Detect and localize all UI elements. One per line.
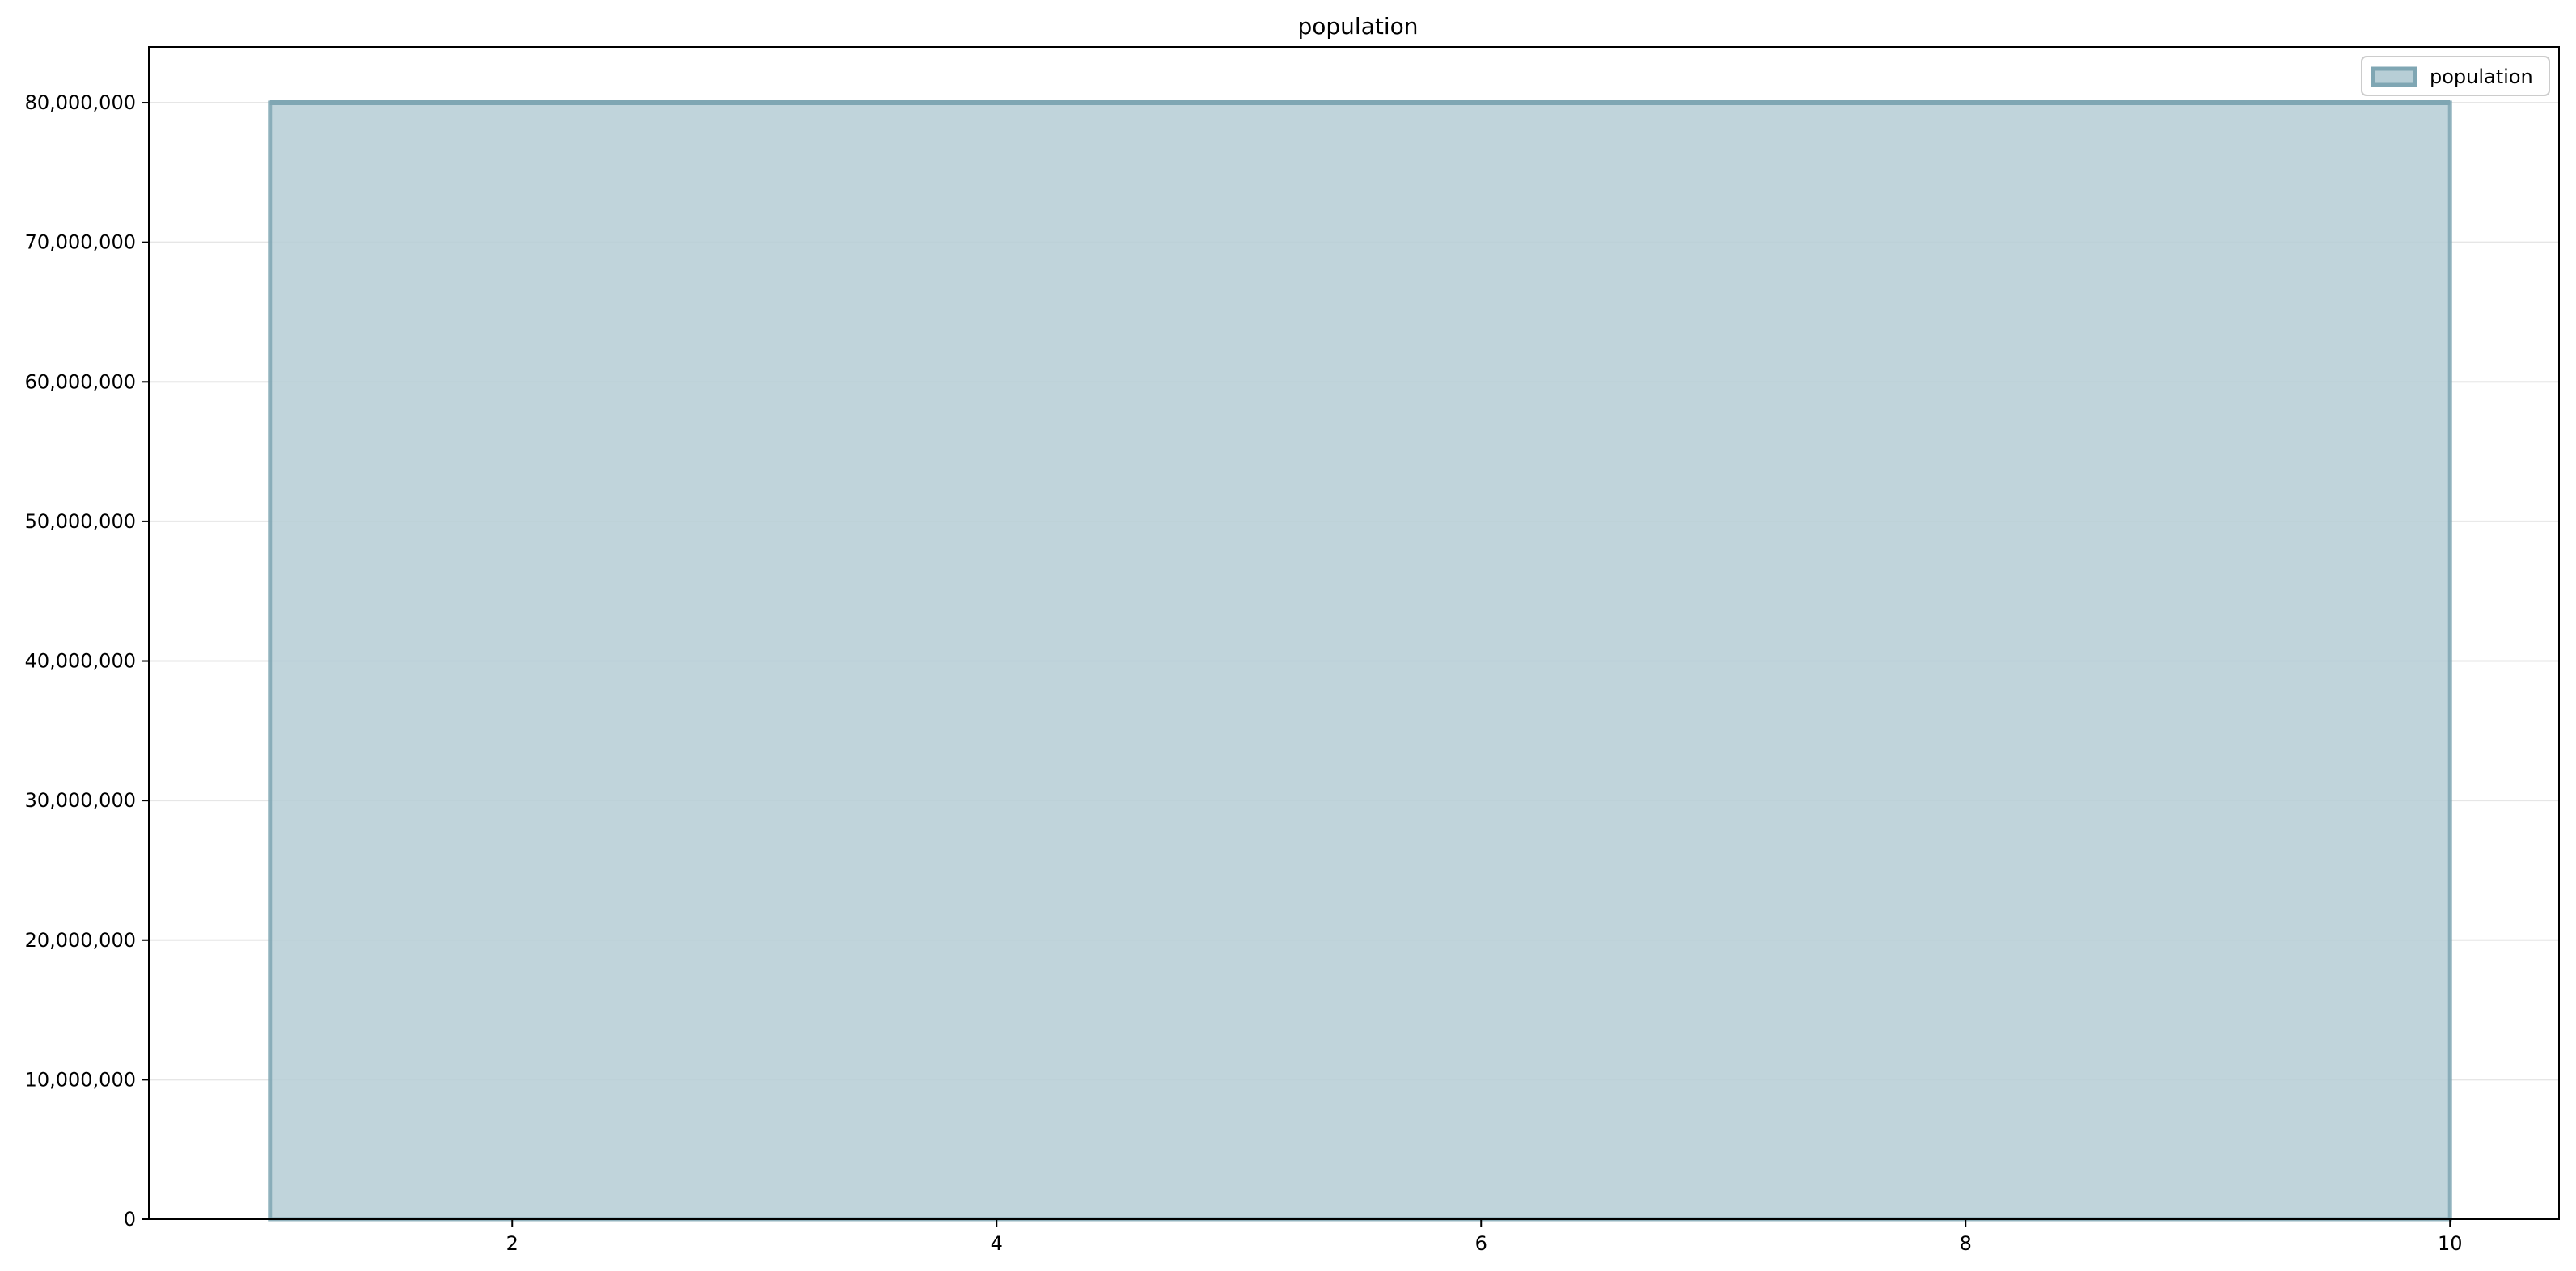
y-tick-label: 10,000,000 bbox=[25, 1068, 136, 1091]
y-tick-label: 0 bbox=[124, 1208, 136, 1231]
area-series-fill bbox=[268, 100, 2452, 1222]
y-tick-label: 80,000,000 bbox=[25, 91, 136, 114]
legend[interactable]: population bbox=[2361, 56, 2550, 96]
x-tick-label: 8 bbox=[1960, 1232, 1972, 1255]
x-axis: 2 4 6 8 10 bbox=[506, 1219, 2463, 1255]
legend-label: population bbox=[2430, 65, 2533, 88]
y-tick-label: 50,000,000 bbox=[25, 510, 136, 533]
area-series-group bbox=[268, 100, 2452, 1222]
x-tick-label: 6 bbox=[1475, 1232, 1487, 1255]
y-tick-label: 40,000,000 bbox=[25, 650, 136, 673]
y-tick-label: 60,000,000 bbox=[25, 370, 136, 393]
plot-frame bbox=[148, 46, 2560, 1220]
y-axis: 0 10,000,000 20,000,000 30,000,000 40,000,00… bbox=[25, 91, 149, 1231]
x-tick-label: 4 bbox=[991, 1232, 1003, 1255]
legend-swatch bbox=[2371, 66, 2417, 87]
y-tick-label: 20,000,000 bbox=[25, 929, 136, 952]
y-tick-label: 70,000,000 bbox=[25, 231, 136, 254]
y-tick-label: 30,000,000 bbox=[25, 789, 136, 812]
chart-title: population bbox=[1298, 13, 1419, 40]
x-tick-label: 10 bbox=[2438, 1232, 2463, 1255]
x-tick-label: 2 bbox=[506, 1232, 518, 1255]
